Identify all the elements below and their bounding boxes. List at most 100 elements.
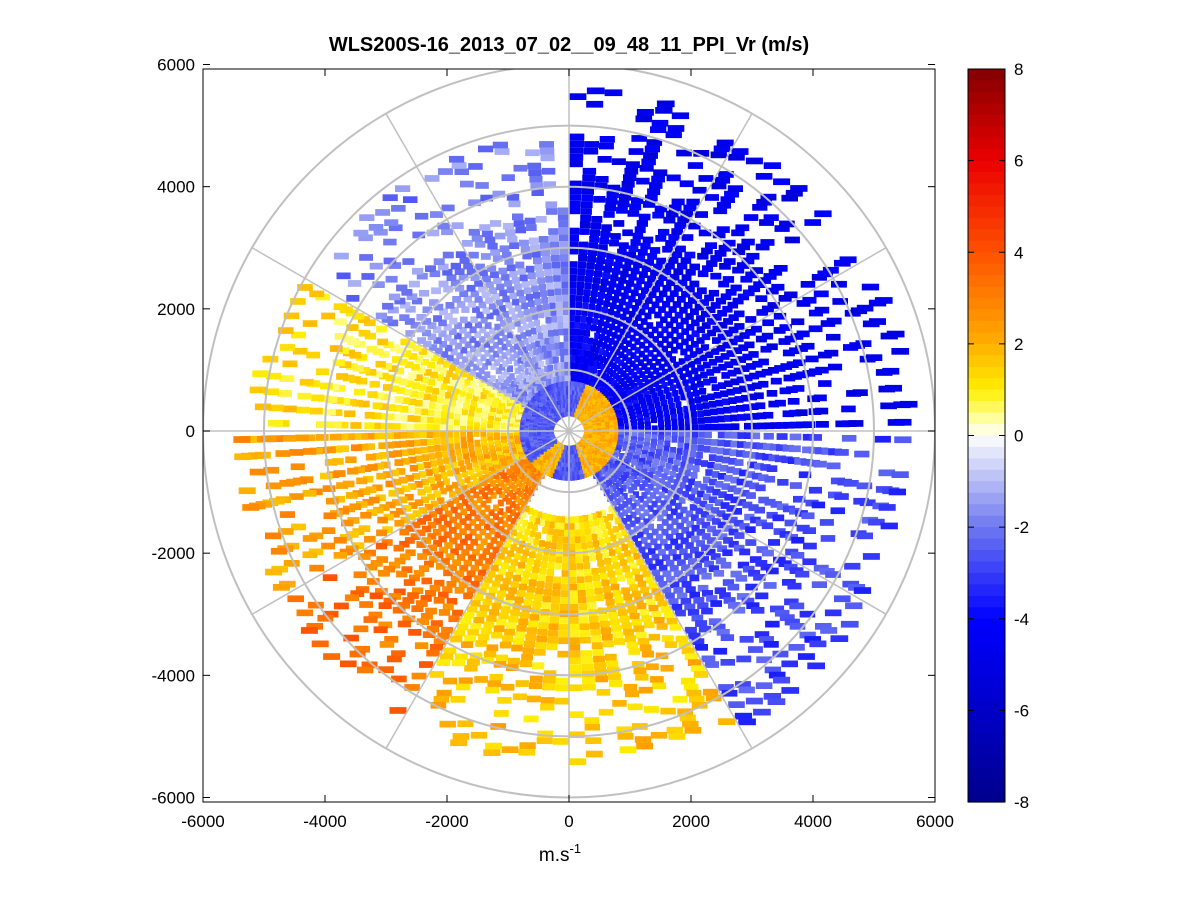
velocity-cell	[625, 161, 640, 168]
velocity-cell	[459, 538, 468, 546]
velocity-cell	[638, 522, 645, 530]
velocity-cell	[388, 224, 403, 232]
velocity-cell	[279, 344, 295, 351]
velocity-cell	[332, 495, 346, 503]
velocity-cell	[495, 654, 508, 662]
velocity-cell	[604, 536, 611, 544]
velocity-cell	[609, 323, 616, 331]
velocity-cell	[752, 360, 763, 368]
velocity-cell	[371, 412, 382, 420]
x-tick-label: 2000	[672, 812, 710, 831]
velocity-cell	[473, 430, 480, 437]
velocity-cell	[792, 385, 805, 392]
velocity-cell	[736, 356, 746, 363]
velocity-cell	[745, 329, 756, 336]
velocity-cell	[402, 597, 415, 604]
velocity-cell	[692, 563, 703, 570]
velocity-cell	[697, 584, 709, 592]
velocity-cell	[759, 636, 774, 643]
velocity-cell	[446, 354, 454, 362]
velocity-cell	[740, 275, 753, 283]
velocity-cell	[733, 544, 745, 552]
velocity-cell	[710, 348, 720, 355]
velocity-cell	[706, 537, 717, 544]
velocity-cell	[345, 492, 358, 499]
velocity-cell	[717, 545, 728, 552]
velocity-cell	[654, 453, 661, 461]
velocity-cell	[443, 647, 457, 655]
velocity-cell	[737, 293, 750, 301]
velocity-cell	[323, 512, 337, 520]
velocity-cell	[455, 473, 462, 480]
velocity-cell	[427, 533, 437, 540]
velocity-cell	[496, 314, 504, 322]
velocity-cell	[440, 504, 449, 511]
velocity-cell	[427, 378, 435, 386]
velocity-cell	[498, 612, 509, 620]
velocity-cell	[574, 315, 581, 322]
velocity-cell	[382, 363, 392, 370]
velocity-cell	[340, 660, 357, 668]
velocity-cell	[840, 620, 859, 628]
velocity-cell	[610, 534, 617, 542]
velocity-cell	[412, 345, 422, 352]
velocity-cell	[559, 516, 565, 523]
velocity-cell	[510, 337, 517, 344]
velocity-cell	[458, 493, 465, 501]
velocity-cell	[333, 470, 346, 477]
velocity-cell	[639, 382, 646, 390]
velocity-cell	[880, 522, 898, 530]
velocity-cell	[599, 136, 615, 143]
velocity-cell	[576, 576, 585, 584]
velocity-cell	[569, 684, 583, 692]
velocity-cell	[489, 446, 496, 453]
velocity-cell	[518, 296, 526, 303]
velocity-cell	[716, 510, 726, 517]
velocity-cell	[671, 251, 683, 258]
velocity-cell	[802, 558, 817, 566]
velocity-cell	[604, 653, 617, 661]
velocity-cell	[540, 389, 545, 395]
velocity-cell	[691, 487, 699, 495]
velocity-cell	[509, 322, 516, 330]
velocity-cell	[572, 342, 579, 349]
velocity-cell	[309, 407, 323, 415]
velocity-cell	[394, 297, 406, 305]
velocity-cell	[497, 508, 504, 515]
velocity-cell	[458, 273, 469, 281]
velocity-cell	[559, 234, 569, 242]
velocity-cell	[372, 348, 384, 356]
velocity-cell	[448, 615, 460, 623]
velocity-cell	[458, 581, 469, 589]
velocity-cell	[686, 334, 695, 342]
velocity-cell	[408, 456, 417, 464]
velocity-cell	[741, 238, 755, 246]
velocity-cell	[546, 344, 552, 351]
velocity-cell	[527, 300, 535, 307]
velocity-cell	[743, 413, 753, 421]
velocity-cell	[729, 405, 738, 413]
velocity-cell	[364, 549, 376, 557]
velocity-cell	[746, 363, 756, 370]
velocity-cell	[606, 368, 613, 375]
velocity-cell	[652, 345, 659, 353]
velocity-cell	[388, 293, 401, 301]
velocity-cell	[639, 271, 648, 278]
velocity-cell	[684, 727, 702, 734]
velocity-cell	[665, 463, 672, 470]
velocity-cell	[359, 214, 375, 221]
velocity-cell	[385, 413, 395, 421]
velocity-cell	[450, 306, 459, 314]
velocity-cell	[507, 657, 520, 665]
colorbar-swatch	[968, 618, 1005, 631]
velocity-cell	[439, 308, 448, 316]
velocity-cell	[568, 529, 575, 537]
velocity-cell	[468, 163, 483, 170]
velocity-cell	[502, 360, 509, 368]
velocity-cell	[730, 432, 740, 439]
velocity-cell	[544, 386, 549, 392]
velocity-cell	[489, 480, 496, 487]
velocity-cell	[636, 558, 644, 566]
velocity-cell	[464, 513, 472, 521]
velocity-cell	[427, 333, 437, 341]
